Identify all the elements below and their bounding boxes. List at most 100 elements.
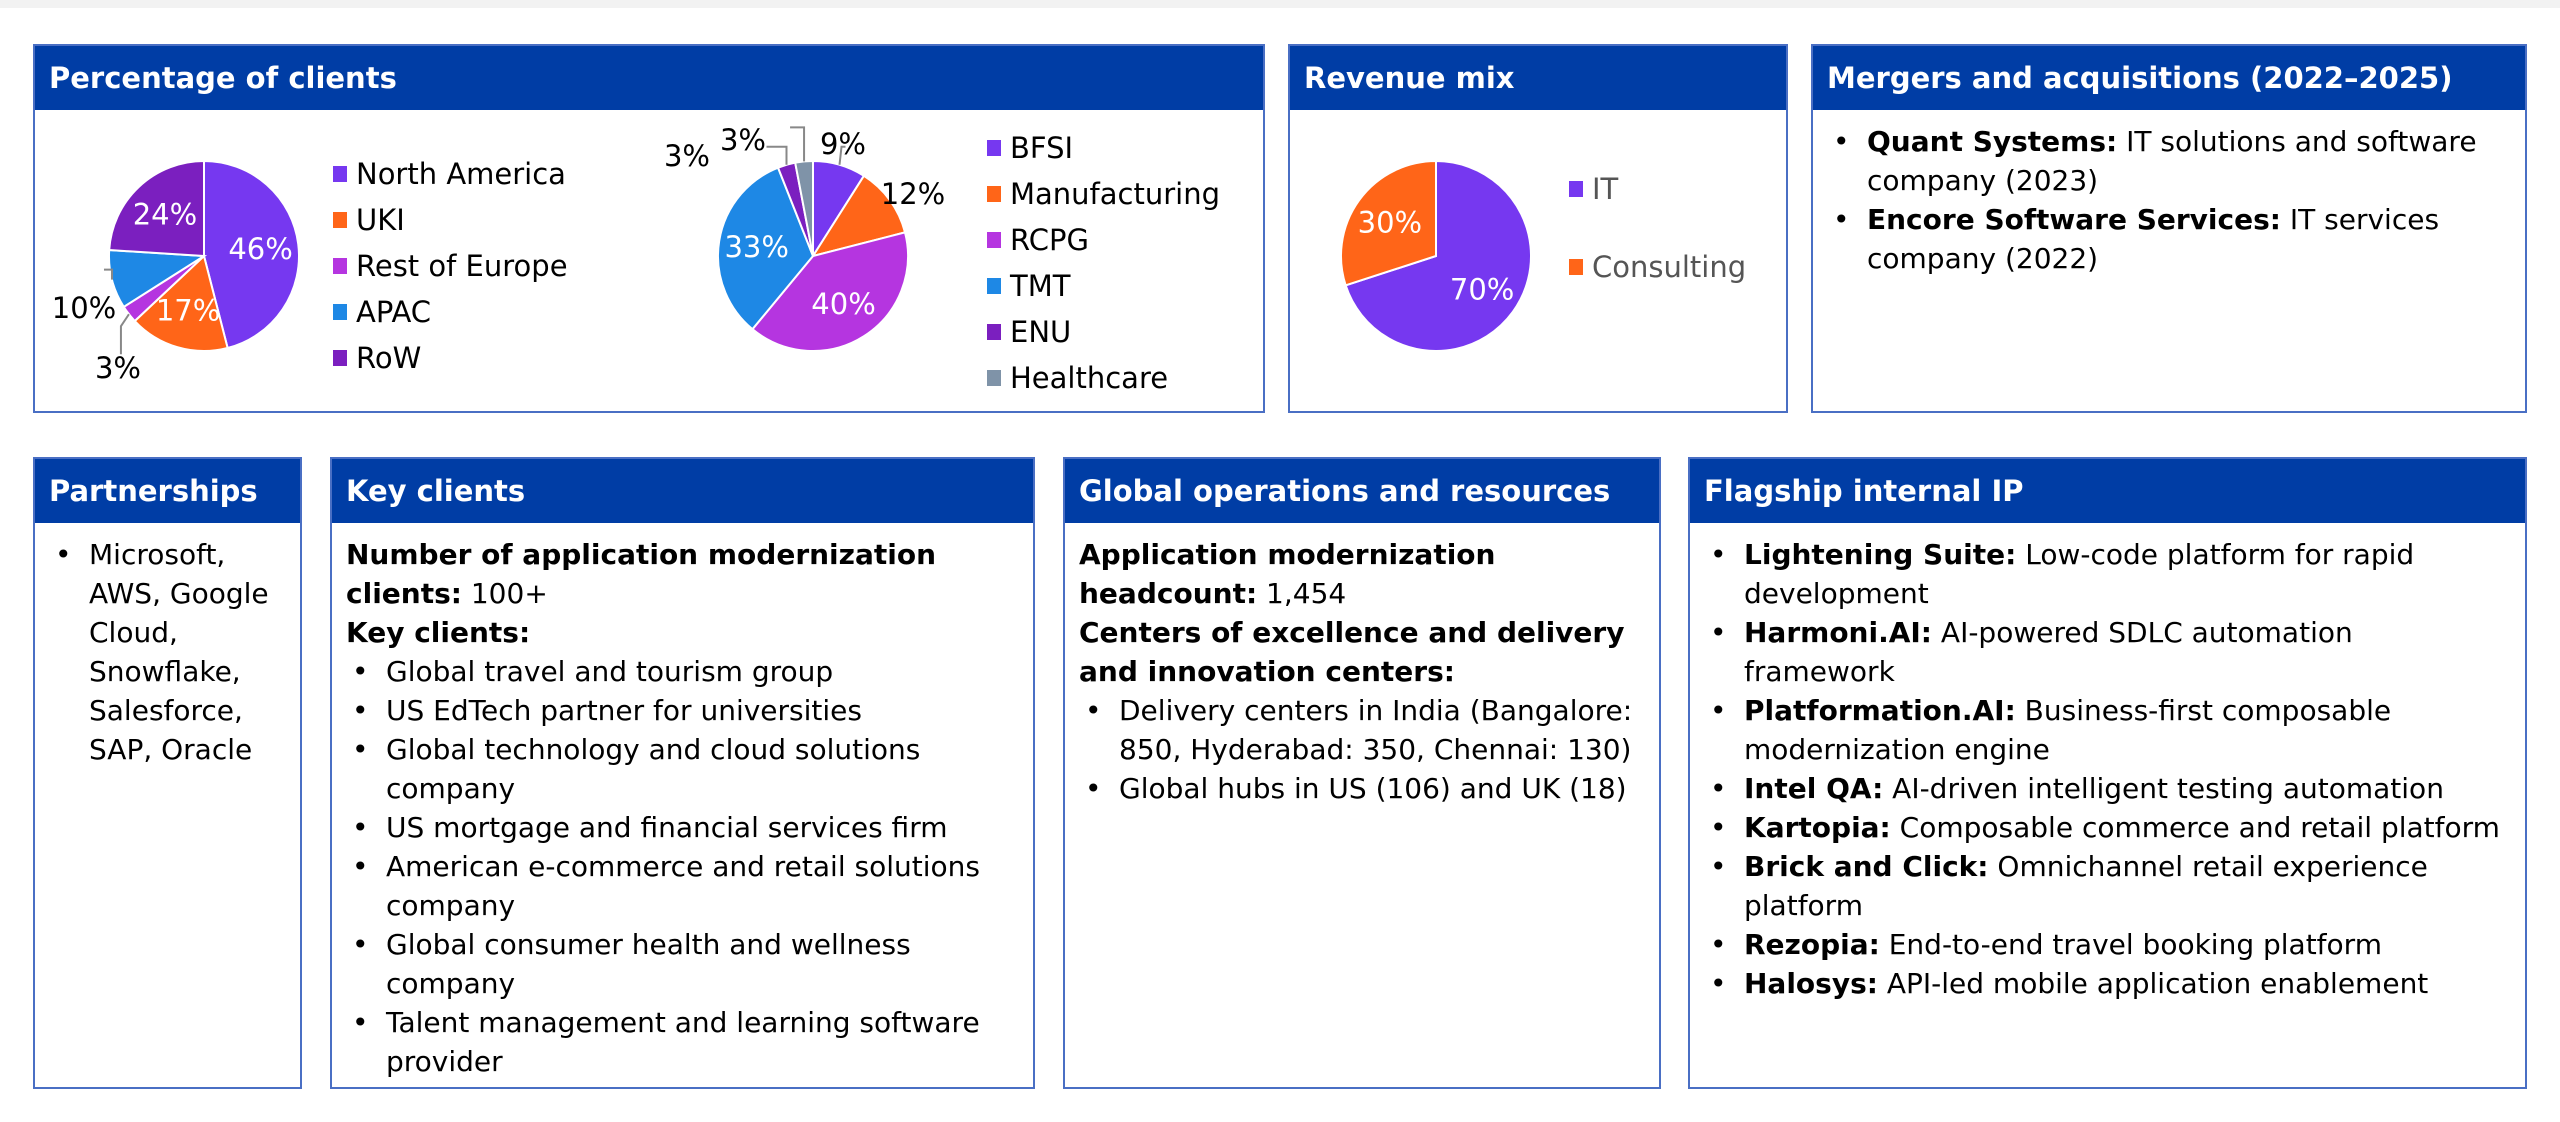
legend-item: IT bbox=[1569, 172, 1618, 206]
pie-value-label: 17% bbox=[156, 294, 220, 328]
legend-label: RCPG bbox=[1010, 223, 1089, 257]
panel-title: Key clients bbox=[332, 459, 1033, 523]
legend-item: APAC bbox=[333, 295, 431, 329]
pie-value-label: 70% bbox=[1450, 273, 1514, 307]
panel-title: Flagship internal IP bbox=[1690, 459, 2525, 523]
legend-swatch bbox=[333, 212, 347, 228]
key-clients-label: Key clients: bbox=[346, 616, 531, 649]
legend-swatch bbox=[333, 166, 347, 182]
key-client-item: Global travel and tourism group bbox=[346, 652, 1019, 691]
pie-chart-svg: 46%17% 3% 10% 24% 9% 12% 40% 33% 3% 3% bbox=[52, 123, 945, 385]
flagship-list: Lightening Suite: Low-code platform for … bbox=[1704, 535, 2511, 1003]
legend-swatch bbox=[987, 324, 1001, 340]
legend-label: Manufacturing bbox=[1010, 177, 1220, 211]
flagship-item: Kartopia: Composable commerce and retail… bbox=[1704, 808, 2511, 847]
pie-value-label: 24% bbox=[133, 197, 197, 231]
legend-item: UKI bbox=[333, 203, 405, 237]
ops-item: Global hubs in US (106) and UK (18) bbox=[1079, 769, 1645, 808]
pie-slice-healthcare bbox=[794, 159, 814, 257]
key-client-item: Global consumer health and wellness comp… bbox=[346, 925, 1019, 1003]
panel-title: Percentage of clients bbox=[35, 46, 1263, 110]
pie-slice-tmt bbox=[717, 166, 815, 331]
flagship-item: Halosys: API-led mobile application enab… bbox=[1704, 964, 2511, 1003]
flagship-item: Platformation.AI: Business-first composa… bbox=[1704, 691, 2511, 769]
key-clients-list: Global travel and tourism groupUS EdTech… bbox=[346, 652, 1019, 1081]
pie-value-label: 3% bbox=[664, 139, 710, 173]
legend-label: UKI bbox=[356, 203, 405, 237]
revenue-chart-area: 70% 30% IT Consulting bbox=[1290, 110, 1786, 411]
legend-swatch bbox=[1569, 259, 1583, 275]
ip-desc: API-led mobile application enablement bbox=[1877, 967, 2429, 1000]
leader-line bbox=[838, 145, 846, 165]
pie-slice-uki bbox=[133, 254, 229, 352]
pie-slice-north-america bbox=[203, 159, 300, 350]
panel-title: Partnerships bbox=[35, 459, 300, 523]
legend-label: IT bbox=[1592, 172, 1619, 206]
ops-item: Delivery centers in India (Bangalore: 85… bbox=[1079, 691, 1645, 769]
ma-item: Quant Systems: IT solutions and software… bbox=[1827, 122, 2511, 200]
ma-name: Encore Software Services: bbox=[1867, 203, 2281, 236]
pie-chart-0: 46%17% 3% 10% 24% bbox=[52, 159, 300, 385]
pie-value-label: 33% bbox=[724, 230, 788, 264]
pie-slice-consulting bbox=[1340, 159, 1437, 287]
revenue-panel: Revenue mix 70% 30% IT Consulting bbox=[1288, 44, 1788, 413]
legend-swatch bbox=[987, 370, 1001, 386]
partnerships-panel: Partnerships Microsoft, AWS, Google Clou… bbox=[33, 457, 302, 1089]
pie-chart-2: 70% 30% bbox=[1340, 159, 1532, 352]
key-client-item: American e-commerce and retail solutions… bbox=[346, 847, 1019, 925]
legend-item: North America bbox=[333, 157, 566, 191]
pie-value-label: 40% bbox=[811, 287, 875, 321]
ma-item: Encore Software Services: IT services co… bbox=[1827, 200, 2511, 278]
legend-label: APAC bbox=[356, 295, 432, 329]
clients-chart-area: 46% 17% 3% 10% 24% 9% 12% 40% 33% 3% 3% North Ameri… bbox=[35, 110, 1263, 411]
legend-label: Consulting bbox=[1592, 250, 1747, 284]
ip-desc: AI-powered SDLC automation framework bbox=[1744, 616, 2353, 688]
ip-desc: Composable commerce and retail platform bbox=[1890, 811, 2500, 844]
legend-swatch bbox=[333, 350, 347, 366]
pie-slice-it bbox=[1344, 159, 1532, 352]
ma-name: Quant Systems: bbox=[1867, 125, 2118, 158]
key-client-item: US mortgage and financial services firm bbox=[346, 808, 1019, 847]
legend-swatch bbox=[987, 278, 1001, 294]
partnerships-body: Microsoft, AWS, Google Cloud, Snowflake,… bbox=[35, 523, 300, 1087]
legend-label: Rest of Europe bbox=[356, 249, 568, 283]
headcount-value: 1,454 bbox=[1257, 577, 1347, 610]
legend-item: Rest of Europe bbox=[333, 249, 568, 283]
legend-swatch bbox=[333, 304, 347, 320]
client-count-value: 100+ bbox=[461, 577, 548, 610]
key-client-item: US EdTech partner for universities bbox=[346, 691, 1019, 730]
legend-item: Manufacturing bbox=[987, 177, 1220, 211]
legend-swatch bbox=[987, 186, 1001, 202]
ip-desc: Low-code platform for rapid development bbox=[1744, 538, 2415, 610]
pie-value-label: 10% bbox=[52, 291, 116, 325]
pie-slice-row bbox=[108, 159, 205, 258]
headcount-label: Application modernization headcount: bbox=[1079, 538, 1496, 610]
legend-item: RCPG bbox=[987, 223, 1089, 257]
pie-slice-manufacturing bbox=[810, 174, 907, 258]
legend-item: TMT bbox=[987, 269, 1070, 303]
headcount: Application modernization headcount: 1,4… bbox=[1079, 535, 1645, 613]
clients-panel: Percentage of clients 46% 17% 3% 10% 24% 9% 12… bbox=[33, 44, 1265, 413]
key-client-item: Talent management and learning software … bbox=[346, 1003, 1019, 1081]
ip-desc: Business-first composable modernization … bbox=[1744, 694, 2392, 766]
legend-swatch bbox=[333, 258, 347, 274]
ip-name: Rezopia: bbox=[1744, 928, 1880, 961]
global-ops-body: Application modernization headcount: 1,4… bbox=[1065, 523, 1659, 1087]
flagship-item: Intel QA: AI-driven intelligent testing … bbox=[1704, 769, 2511, 808]
legend-label: BFSI bbox=[1010, 131, 1074, 165]
legend-label: North America bbox=[356, 157, 566, 191]
ip-name: Brick and Click: bbox=[1744, 850, 1989, 883]
global-ops-panel: Global operations and resources Applicat… bbox=[1063, 457, 1661, 1089]
client-count: Number of application modernization clie… bbox=[346, 535, 1019, 613]
pie-value-label: 3% bbox=[720, 123, 766, 157]
ip-name: Platformation.AI: bbox=[1744, 694, 2016, 727]
pie-chart-1: 9% 12% 40% 33% 3% 3% bbox=[664, 123, 945, 352]
legend-item: Consulting bbox=[1569, 250, 1746, 284]
legend-item: Healthcare bbox=[987, 361, 1168, 395]
pie-value-label: 46% bbox=[228, 232, 292, 266]
ma-desc: IT services company (2022) bbox=[1867, 203, 2440, 275]
panel-title: Revenue mix bbox=[1290, 46, 1786, 110]
ip-name: Harmoni.AI: bbox=[1744, 616, 1933, 649]
legend-item: RoW bbox=[333, 341, 421, 375]
ma-panel: Mergers and acquisitions (2022–2025) Qua… bbox=[1811, 44, 2527, 413]
